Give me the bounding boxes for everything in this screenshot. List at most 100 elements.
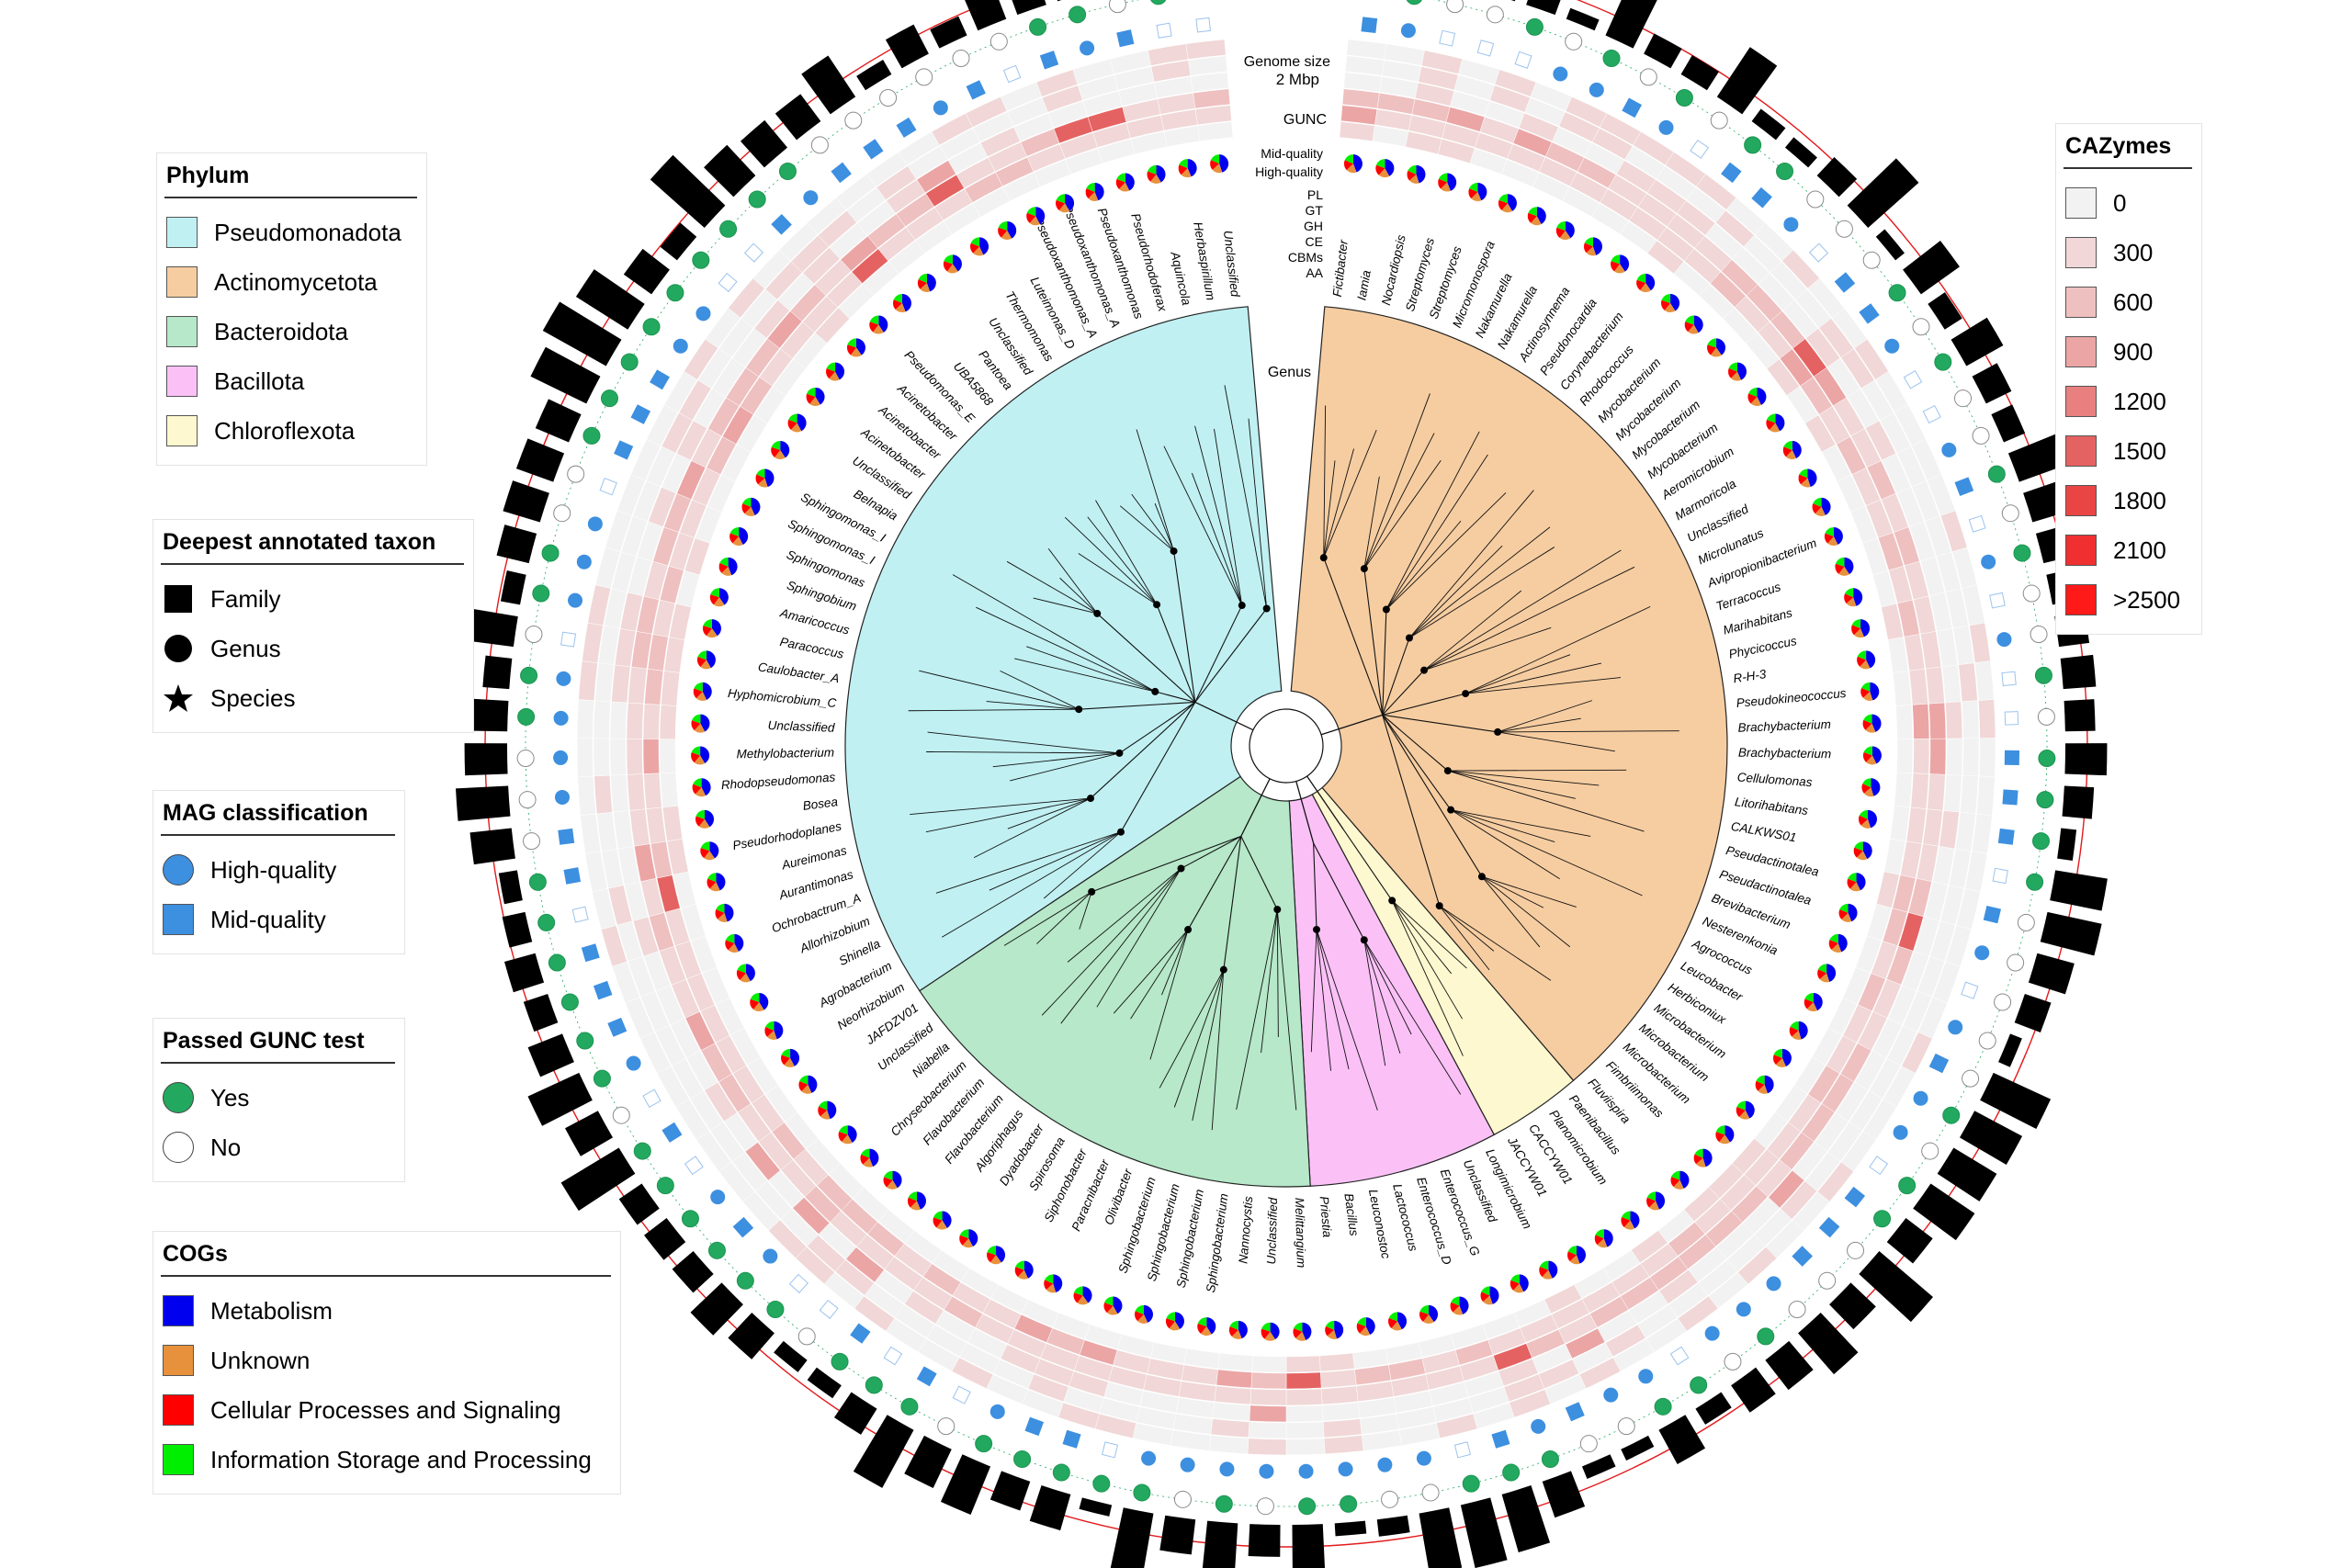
cog-pie-slice bbox=[725, 940, 735, 951]
cog-pie-slice bbox=[883, 1177, 893, 1188]
tree-branch bbox=[1363, 940, 1401, 1054]
tree-branch bbox=[1276, 909, 1297, 1111]
gunc-marker bbox=[642, 318, 661, 336]
cog-pie-slice bbox=[1086, 182, 1095, 192]
cog-pie-slice bbox=[1302, 1322, 1312, 1340]
cog-pie-slice bbox=[973, 246, 984, 256]
genome-size-bar bbox=[530, 346, 601, 404]
high-quality-marker bbox=[1416, 1450, 1431, 1466]
cazyme-heat-cell bbox=[1910, 773, 1929, 809]
cazyme-heat-cell bbox=[594, 662, 615, 703]
mid-quality-marker bbox=[1834, 272, 1856, 293]
cog-pie-slice bbox=[1565, 220, 1575, 239]
cazymes-legend-title: CAZymes bbox=[2064, 131, 2192, 169]
cazyme-legend-item: 2100 bbox=[2064, 525, 2192, 575]
cazyme-heat-cell bbox=[1285, 1371, 1322, 1390]
tree-branch bbox=[1447, 770, 1645, 832]
phylum-swatch bbox=[166, 415, 198, 446]
genome-size-bar bbox=[1886, 1218, 1933, 1264]
genus-node-marker bbox=[1494, 728, 1502, 736]
cog-pie-slice bbox=[1261, 1322, 1271, 1332]
cog-pie-slice bbox=[781, 1055, 791, 1066]
cog-pie-slice bbox=[724, 903, 734, 922]
cog-pie-slice bbox=[691, 752, 701, 763]
cog-pie-slice bbox=[781, 1048, 791, 1058]
cog-pie-slice bbox=[758, 478, 768, 488]
cog-pie-slice bbox=[693, 688, 703, 699]
cog-pie-slice bbox=[1459, 1296, 1469, 1314]
mid-quality-marker bbox=[684, 1156, 704, 1176]
high-quality-marker bbox=[626, 1055, 641, 1071]
cog-pie-slice bbox=[895, 303, 906, 313]
tree-branch bbox=[1481, 875, 1541, 948]
cog-pie-slice bbox=[1789, 1026, 1799, 1037]
tree-branch bbox=[1382, 715, 1452, 810]
genus-node-marker bbox=[1319, 554, 1328, 562]
gunc-marker bbox=[681, 1210, 699, 1228]
mid-quality-marker bbox=[1961, 981, 1979, 999]
genome-size-bar bbox=[660, 222, 697, 261]
cog-pie-slice bbox=[1715, 1132, 1725, 1143]
cog-pie-slice bbox=[707, 873, 717, 883]
mid-quality-marker bbox=[1156, 22, 1172, 39]
cog-pie-slice bbox=[1817, 964, 1827, 974]
genus-node-marker bbox=[1273, 906, 1282, 914]
cazyme-heat-cell bbox=[593, 700, 611, 739]
phylum-swatch bbox=[166, 316, 198, 347]
genome-size-bar bbox=[801, 55, 856, 115]
cog-pie-slice bbox=[1694, 1148, 1703, 1158]
cog-pie-slice bbox=[1559, 230, 1571, 240]
gunc-marker bbox=[2026, 873, 2044, 891]
cog-pie-slice bbox=[1029, 216, 1041, 226]
mid-quality-marker bbox=[599, 478, 617, 496]
mag-legend: MAG classification High-quality Mid-qual… bbox=[153, 790, 405, 954]
cog-swatch bbox=[163, 1295, 194, 1326]
genome-scale-label: 2 Mbp bbox=[1276, 71, 1319, 88]
cog-pie-slice bbox=[863, 1157, 874, 1168]
gunc-marker bbox=[1954, 389, 1973, 408]
gunc-marker bbox=[2036, 791, 2054, 809]
cog-label: Cellular Processes and Signaling bbox=[210, 1395, 561, 1424]
cog-pie-slice bbox=[970, 243, 980, 254]
genus-label: Hyphomicrobium_C bbox=[727, 686, 837, 710]
cog-pie-slice bbox=[1804, 993, 1814, 1003]
cazyme-heat-cell bbox=[642, 739, 660, 774]
cog-pie-slice bbox=[1853, 847, 1863, 858]
cazyme-legend-item: 600 bbox=[2064, 277, 2192, 327]
cog-pie-slice bbox=[1451, 1296, 1460, 1306]
mid-quality-marker bbox=[1002, 64, 1022, 84]
tree-branch bbox=[1120, 702, 1196, 832]
taxon-legend-item: Species bbox=[161, 673, 464, 723]
cog-pie-slice bbox=[1073, 1292, 1083, 1303]
tree-branch bbox=[1131, 493, 1174, 552]
gt-ring-label: GT bbox=[1306, 203, 1324, 218]
tree-branch bbox=[1194, 701, 1254, 731]
cazyme-label: 300 bbox=[2113, 238, 2154, 266]
cog-pie-slice bbox=[1857, 851, 1868, 861]
cog-pie-slice bbox=[1861, 682, 1871, 692]
cazyme-label: 1800 bbox=[2113, 486, 2166, 514]
high-quality-marker bbox=[1948, 1020, 1963, 1035]
gunc-marker bbox=[576, 1032, 594, 1050]
cog-pie-slice bbox=[1656, 1191, 1666, 1210]
mid-quality-marker bbox=[1669, 1346, 1690, 1366]
cog-pie-slice bbox=[1017, 1269, 1028, 1280]
genus-label: Cellulomonas bbox=[1736, 770, 1813, 789]
tree-branch bbox=[1036, 891, 1092, 944]
genome-size-bar bbox=[575, 269, 645, 330]
tree-branch bbox=[952, 574, 1156, 693]
cog-pie-slice bbox=[695, 816, 706, 827]
gunc-marker bbox=[2007, 953, 2025, 972]
genome-size-bar bbox=[1847, 158, 1919, 229]
tree-branch bbox=[1313, 842, 1317, 930]
cog-pie-slice bbox=[907, 1197, 917, 1208]
mag-quality-ring bbox=[553, 17, 2020, 1479]
cog-pie-slice bbox=[1378, 168, 1390, 178]
high-quality-marker bbox=[587, 516, 603, 532]
cog-pie-slice bbox=[716, 903, 725, 913]
cog-pie-slice bbox=[1046, 1283, 1057, 1293]
cog-pie-slice bbox=[1471, 191, 1482, 201]
cazyme-heat-cell bbox=[1892, 671, 1912, 706]
tree-branch bbox=[1497, 700, 1593, 733]
cog-pie-slice bbox=[1757, 387, 1767, 405]
